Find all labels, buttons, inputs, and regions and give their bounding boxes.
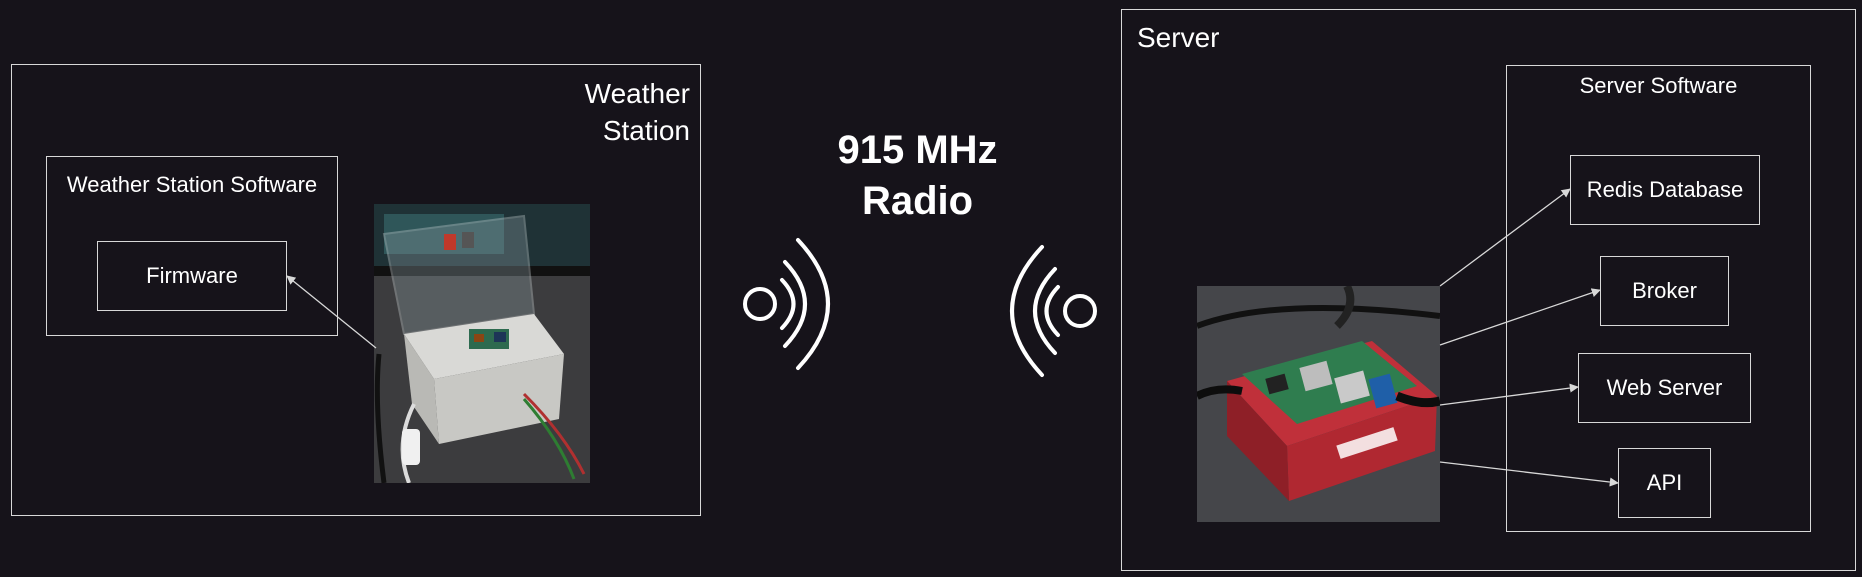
weather-station-software-box bbox=[46, 156, 338, 336]
server-software-box bbox=[1506, 65, 1811, 532]
weather-station-box bbox=[11, 64, 701, 516]
weather-station-photo-drawing bbox=[374, 204, 590, 483]
wireless-signal-icon-left bbox=[743, 238, 830, 370]
redis-database-box: Redis Database bbox=[1570, 155, 1760, 225]
server-to-broker-arrow bbox=[1439, 288, 1601, 346]
web-server-box: Web Server bbox=[1578, 353, 1751, 423]
ws-photo-to-firmware-arrow bbox=[286, 275, 377, 349]
web-server-label: Web Server bbox=[1606, 375, 1723, 400]
wireless-signal-icon-right bbox=[1010, 245, 1097, 377]
server-to-api-arrow bbox=[1439, 461, 1619, 487]
server-to-web-server-arrow bbox=[1439, 383, 1579, 406]
server-photo-drawing bbox=[1197, 286, 1440, 522]
weather-station-software-label: Weather Station Software bbox=[66, 172, 318, 197]
broker-label: Broker bbox=[1632, 278, 1697, 303]
api-box: API bbox=[1618, 448, 1711, 518]
firmware-label: Firmware bbox=[146, 263, 238, 288]
server-software-label: Server Software bbox=[1579, 73, 1738, 98]
broker-box: Broker bbox=[1600, 256, 1729, 326]
server-box bbox=[1121, 9, 1856, 571]
api-label: API bbox=[1646, 470, 1683, 495]
server-to-redis-arrow bbox=[1439, 188, 1571, 287]
weather-station-photo bbox=[374, 204, 590, 483]
firmware-box: Firmware bbox=[97, 241, 287, 311]
server-title: Server bbox=[1137, 22, 1220, 53]
redis-database-label: Redis Database bbox=[1586, 177, 1744, 202]
server-photo bbox=[1197, 286, 1440, 522]
weather-station-title: Weather Station bbox=[584, 78, 690, 146]
radio-label: 915 MHz Radio bbox=[837, 128, 998, 223]
